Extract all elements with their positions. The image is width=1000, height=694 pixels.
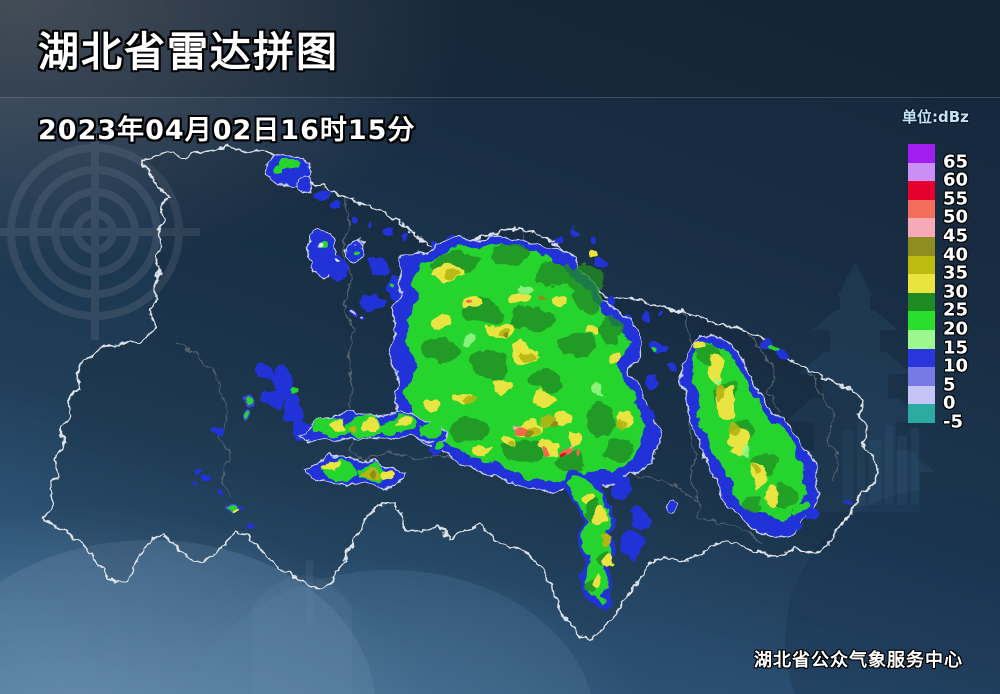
- legend-swatch: [908, 367, 935, 386]
- legend-unit-label: 单位:dBz: [902, 108, 969, 126]
- legend-value-label: 25: [943, 300, 969, 322]
- legend-swatch: [908, 255, 935, 275]
- legend-swatch: [908, 144, 935, 163]
- legend-value-label: 15: [943, 337, 969, 359]
- legend-value-label: -5: [943, 411, 963, 433]
- legend-swatch: [908, 329, 935, 349]
- legend-value-label: 5: [943, 374, 956, 396]
- echo-central-mass: [389, 235, 659, 496]
- echo-northwest: [265, 155, 408, 253]
- legend-swatch: [908, 348, 935, 368]
- legend-value-label: 55: [943, 188, 969, 210]
- echo-east-band: [643, 331, 851, 539]
- legend-swatch: [908, 311, 935, 330]
- legend-swatch: [908, 404, 935, 423]
- legend-value-label: 50: [943, 207, 969, 229]
- legend-value-label: 35: [943, 262, 969, 284]
- page-title: 湖北省雷达拼图: [38, 28, 339, 76]
- legend-swatch: [908, 236, 935, 256]
- credit-label: 湖北省公众气象服务中心: [754, 650, 963, 671]
- legend-value-label: 45: [943, 225, 969, 247]
- legend-value-label: 20: [943, 318, 969, 340]
- datetime-label: 2023年04月02日16时15分: [38, 115, 416, 146]
- legend-swatch: [908, 199, 935, 219]
- dbz-legend: 单位:dBz 65 60 55 50 45 40 35 30 25 20 15 10 5 0 -5: [902, 106, 998, 451]
- legend-value-label: 60: [943, 169, 969, 191]
- echo-southwest: [192, 365, 449, 531]
- legend-value-label: 40: [943, 244, 969, 266]
- header-band: [0, 0, 1000, 98]
- radar-echoes: [192, 155, 851, 608]
- legend-color-scale: [908, 144, 935, 423]
- dome-watermark: [0, 490, 1000, 694]
- legend-value-label: 10: [943, 355, 969, 377]
- legend-value-label: 65: [943, 151, 969, 173]
- legend-swatch: [908, 292, 935, 312]
- echo-south-tail: [559, 467, 679, 608]
- legend-swatch: [908, 274, 935, 293]
- legend-value-label: 30: [943, 281, 969, 303]
- legend-swatch: [908, 218, 935, 237]
- legend-swatch: [908, 385, 935, 405]
- legend-swatch: [908, 162, 935, 182]
- legend-swatch: [908, 181, 935, 200]
- legend-value-label: 0: [943, 393, 956, 415]
